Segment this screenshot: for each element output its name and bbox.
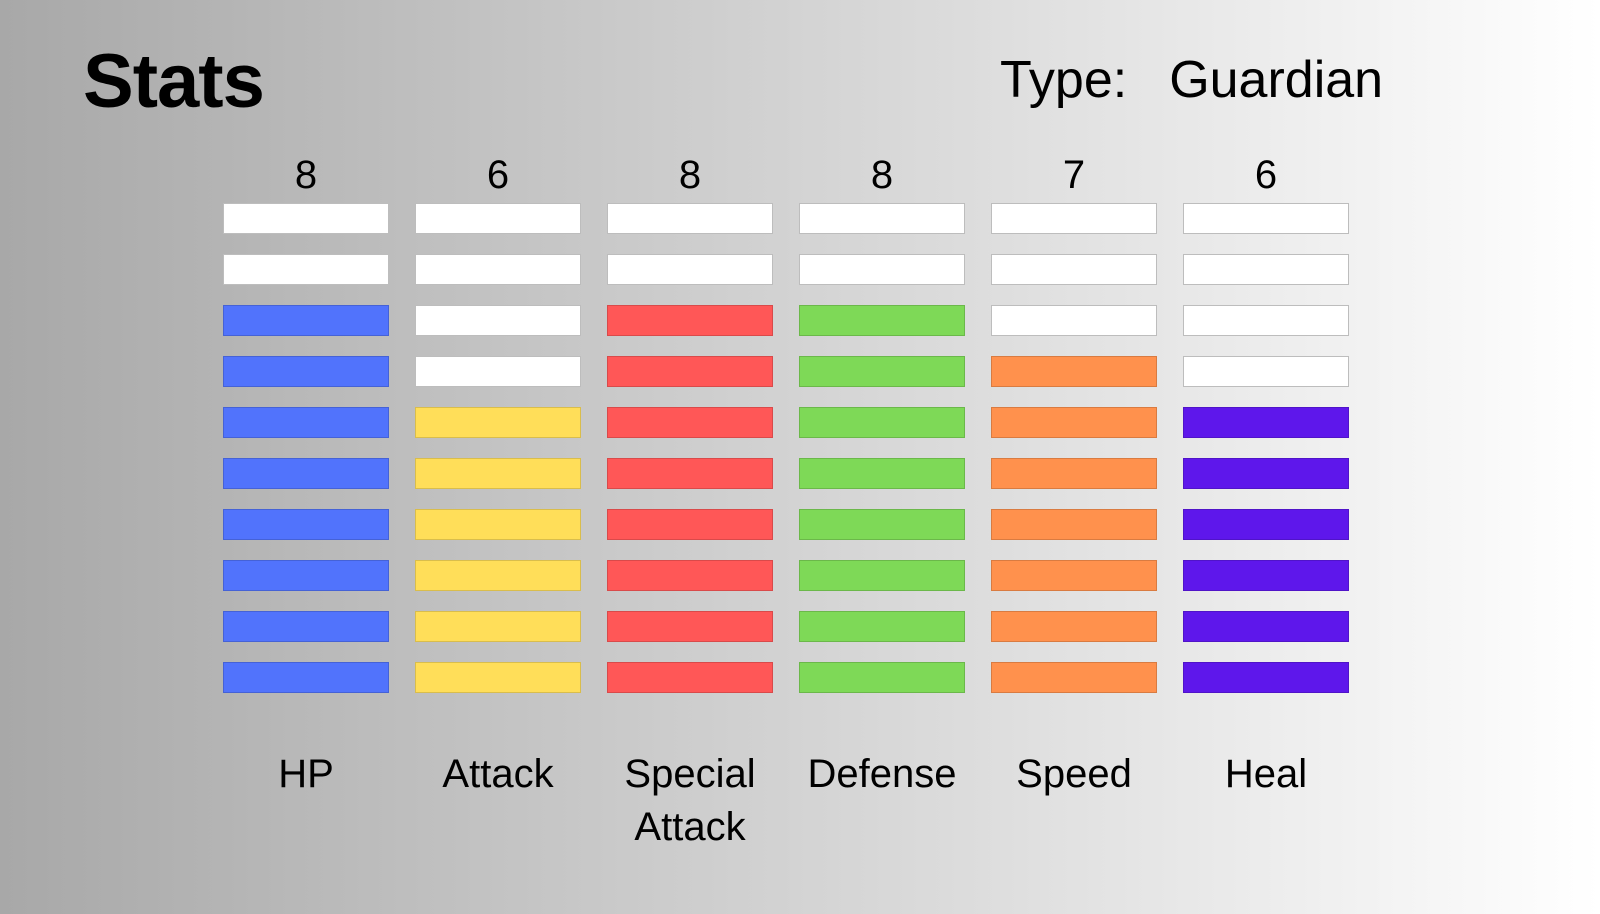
stat-segment-defense-filled <box>799 305 965 336</box>
stat-label-speed: Speed <box>1016 752 1132 796</box>
stat-segment-heal-empty <box>1183 305 1349 336</box>
stat-segment-hp-filled <box>223 611 389 642</box>
stat-value-heal: 6 <box>1254 153 1278 197</box>
stat-segment-heal-filled <box>1183 509 1349 540</box>
stat-segment-defense-filled <box>799 407 965 438</box>
stat-segment-speed-filled <box>991 356 1157 387</box>
stat-segment-special-attack-filled <box>607 458 773 489</box>
stat-label-attack: Attack <box>442 752 554 796</box>
stat-segment-speed-empty <box>991 254 1157 285</box>
page-title: Stats <box>83 39 265 124</box>
stat-segment-attack-empty <box>415 203 581 234</box>
stat-segment-heal-filled <box>1183 662 1349 693</box>
stat-value-speed: 7 <box>1062 153 1086 197</box>
stat-label-heal: Heal <box>1224 752 1308 796</box>
stat-segment-hp-empty <box>223 203 389 234</box>
stat-segment-heal-empty <box>1183 254 1349 285</box>
stat-segment-special-attack-filled <box>607 305 773 336</box>
stat-segment-attack-filled <box>415 458 581 489</box>
stat-segment-attack-filled <box>415 662 581 693</box>
stat-segment-heal-filled <box>1183 458 1349 489</box>
stat-segment-speed-filled <box>991 662 1157 693</box>
stat-segment-attack-filled <box>415 509 581 540</box>
stat-value-attack: 6 <box>486 153 510 197</box>
stat-value-defense: 8 <box>870 153 894 197</box>
stat-label-special-attack: Special Attack <box>624 752 756 849</box>
stat-segment-heal-filled <box>1183 407 1349 438</box>
stat-segment-special-attack-empty <box>607 254 773 285</box>
stat-segment-special-attack-filled <box>607 509 773 540</box>
stat-segment-hp-filled <box>223 560 389 591</box>
stat-segment-hp-filled <box>223 356 389 387</box>
stat-segment-speed-filled <box>991 407 1157 438</box>
type-row: Type: Guardian <box>1000 50 1383 110</box>
stat-segment-hp-filled <box>223 458 389 489</box>
stat-segment-defense-filled <box>799 611 965 642</box>
stat-segment-speed-filled <box>991 509 1157 540</box>
stat-segment-speed-empty <box>991 305 1157 336</box>
stat-segment-attack-filled <box>415 611 581 642</box>
stat-segment-hp-empty <box>223 254 389 285</box>
stat-segment-hp-filled <box>223 509 389 540</box>
stat-segment-heal-empty <box>1183 203 1349 234</box>
type-label: Type: <box>1000 51 1128 109</box>
stat-segment-speed-filled <box>991 458 1157 489</box>
stat-segment-special-attack-filled <box>607 356 773 387</box>
stat-segment-speed-filled <box>991 611 1157 642</box>
stat-segment-attack-filled <box>415 407 581 438</box>
stat-segment-heal-filled <box>1183 560 1349 591</box>
stat-value-hp: 8 <box>294 153 318 197</box>
stat-segment-speed-filled <box>991 560 1157 591</box>
stat-segment-hp-filled <box>223 407 389 438</box>
stat-segment-hp-filled <box>223 662 389 693</box>
stat-segment-defense-empty <box>799 203 965 234</box>
stat-label-hp: HP <box>278 752 334 796</box>
stat-segment-special-attack-filled <box>607 560 773 591</box>
stat-segment-attack-empty <box>415 305 581 336</box>
stat-segment-defense-filled <box>799 458 965 489</box>
stat-segment-defense-filled <box>799 560 965 591</box>
stat-value-special-attack: 8 <box>678 153 702 197</box>
stat-segment-attack-empty <box>415 356 581 387</box>
stat-segment-defense-empty <box>799 254 965 285</box>
stat-segment-defense-filled <box>799 509 965 540</box>
stat-segment-special-attack-filled <box>607 611 773 642</box>
stat-segment-attack-filled <box>415 560 581 591</box>
stat-segment-heal-filled <box>1183 611 1349 642</box>
stat-segment-heal-empty <box>1183 356 1349 387</box>
stat-segment-hp-filled <box>223 305 389 336</box>
stat-segment-attack-empty <box>415 254 581 285</box>
stat-segment-special-attack-filled <box>607 407 773 438</box>
stat-segment-speed-empty <box>991 203 1157 234</box>
stat-segment-defense-filled <box>799 356 965 387</box>
type-value: Guardian <box>1169 51 1384 109</box>
stat-label-defense: Defense <box>807 752 957 796</box>
stat-segment-special-attack-filled <box>607 662 773 693</box>
stat-segment-defense-filled <box>799 662 965 693</box>
stat-segment-special-attack-empty <box>607 203 773 234</box>
